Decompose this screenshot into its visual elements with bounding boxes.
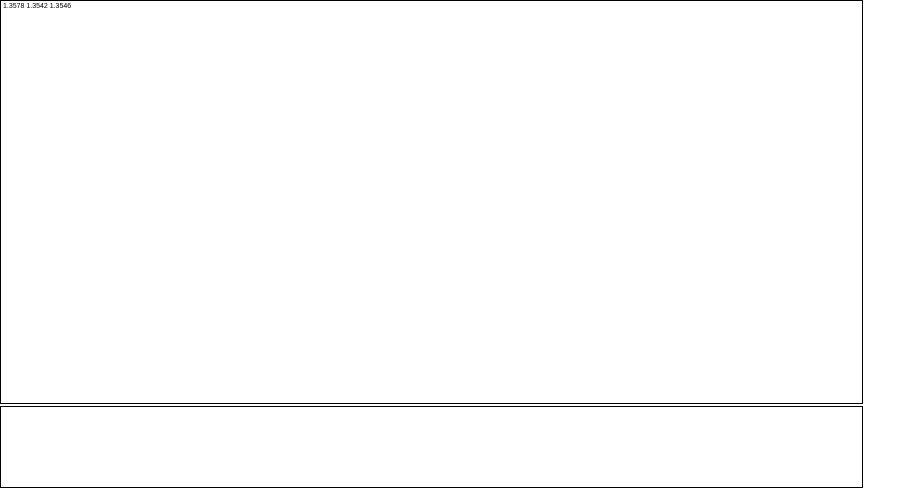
main-frame [0, 0, 863, 404]
header: 1.3578 1.3542 1.3546 [3, 3, 71, 10]
rsi-frame [0, 406, 863, 488]
